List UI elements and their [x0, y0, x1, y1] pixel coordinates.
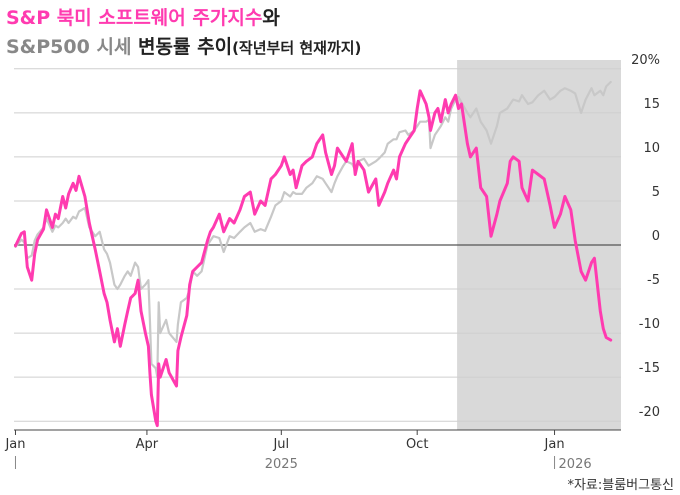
- chart-title-line-2: S&P500 시세 변동률 추이(작년부터 현재까지): [6, 36, 361, 58]
- y-tick-label: 15: [643, 97, 660, 112]
- title-conjunction: 와: [262, 7, 280, 29]
- x-tick-label: Oct: [406, 437, 428, 452]
- y-tick-label: -20: [639, 405, 660, 420]
- series-line-software-index: [14, 89, 613, 428]
- y-tick-label: 10: [643, 141, 660, 156]
- y-tick-label: -15: [639, 361, 660, 376]
- plot-area: 20% 15 10 5 0 -5 -10 -15 -20 Jan Apr Jul Oct Jan 2025 2…: [4, 53, 660, 472]
- x-tick-label: Apr: [136, 437, 159, 452]
- source-label: *자료:블룸버그통신: [567, 478, 674, 493]
- y-tick-label: -10: [639, 317, 660, 332]
- x-tick-label: Jul: [272, 437, 289, 452]
- y-tick-label: -5: [647, 273, 660, 288]
- title-change-trend: 변동률 추이: [138, 36, 232, 58]
- title-sp500: S&P500: [6, 36, 90, 58]
- title-period: (작년부터 현재까지): [232, 39, 361, 57]
- x-tick-label: Jan: [4, 437, 25, 452]
- year-label-2026: 2026: [559, 457, 592, 472]
- series-line-sp500: [14, 80, 612, 379]
- y-tick-label: 5: [652, 185, 660, 200]
- y-tick-label: 0: [652, 229, 660, 244]
- y-tick-label: 20%: [631, 53, 660, 68]
- year-label-2025: 2025: [265, 457, 298, 472]
- title-price: 시세: [90, 36, 138, 58]
- x-tick-label: Jan: [544, 437, 565, 452]
- chart-title-line-1: S&P 북미 소프트웨어 주가지수와: [6, 7, 280, 29]
- title-software-index: S&P 북미 소프트웨어 주가지수: [6, 7, 262, 29]
